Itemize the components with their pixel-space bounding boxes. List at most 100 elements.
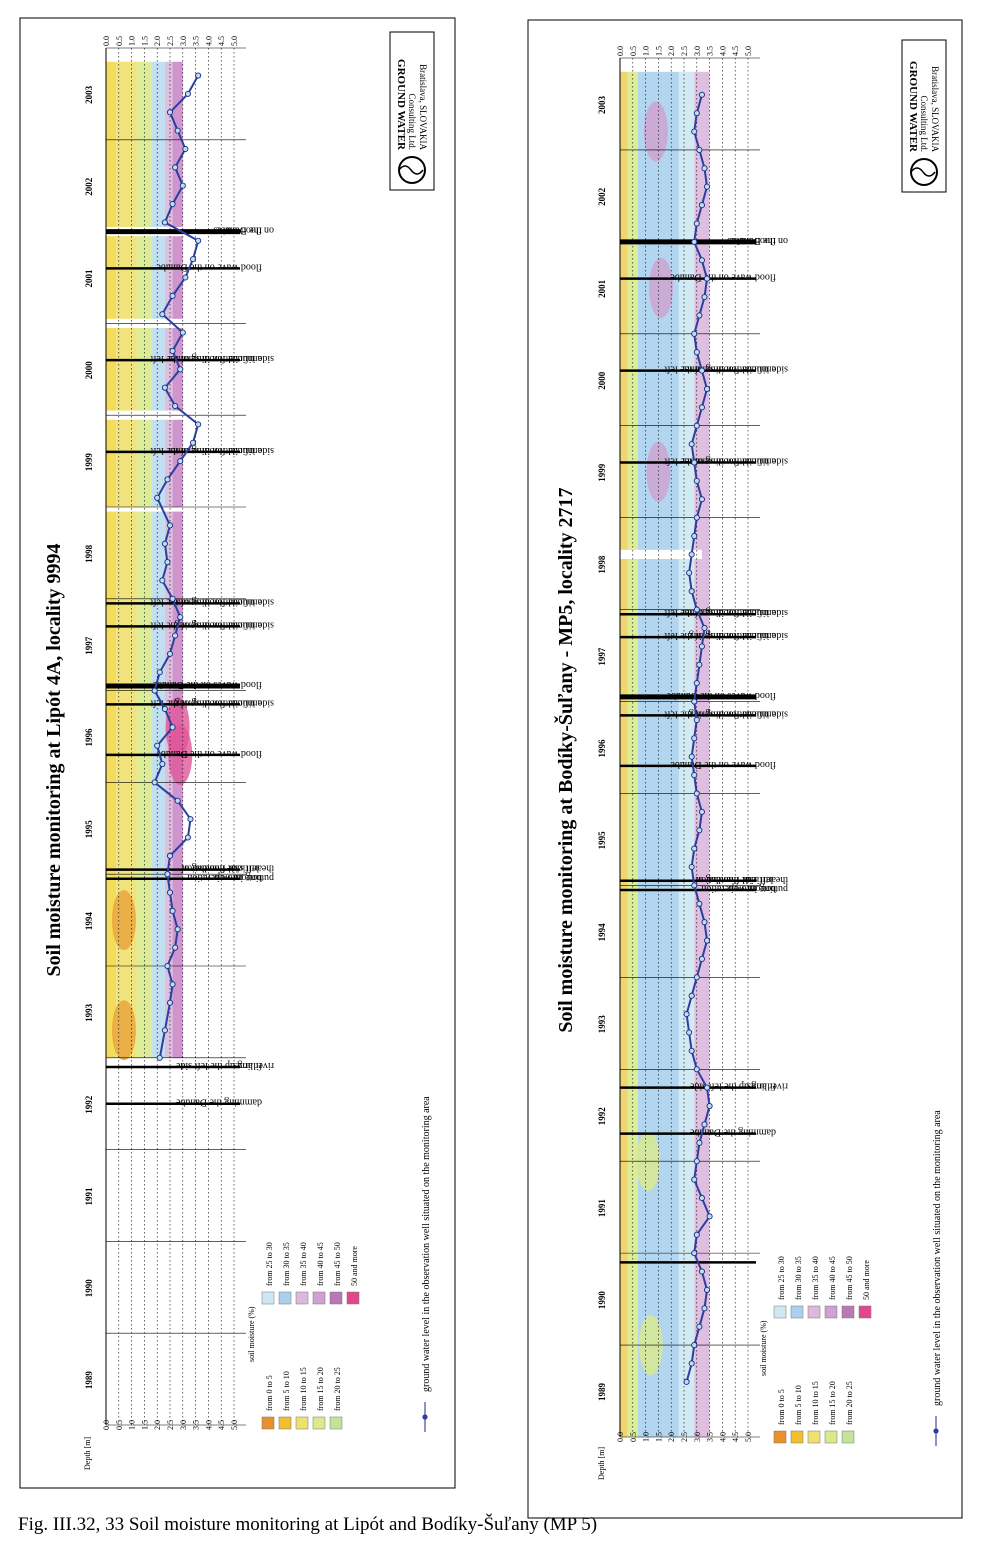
gw-data-point: [164, 476, 171, 483]
event-label: artificial flooding of the left: [150, 353, 262, 364]
gw-data-point: [688, 441, 695, 448]
depth-tick-top: 1.0: [128, 36, 137, 46]
gw-data-point: [159, 577, 166, 584]
gw-data-point: [688, 551, 695, 558]
event-label: flood wave on the Danube: [670, 759, 776, 770]
legend-swatch: [312, 1291, 326, 1305]
gw-data-point: [693, 422, 700, 429]
event-label: side inundation in summer: [681, 456, 788, 467]
depth-tick-top: 0.0: [102, 36, 111, 46]
event-label: side inundation in spring: [175, 697, 274, 708]
gw-data-point: [164, 559, 171, 566]
depth-tick-top: 0.5: [629, 46, 638, 56]
legend-swatch: [841, 1305, 855, 1319]
year-label: 2000: [597, 371, 607, 390]
depth-tick-top: 3.0: [179, 36, 188, 46]
gw-data-point: [693, 790, 700, 797]
moisture-hotspot-1: [111, 1000, 136, 1061]
legend-title: soil moisture (%): [759, 1320, 768, 1376]
depth-tick-top: 4.5: [731, 46, 740, 56]
depth-tick-top: 1.0: [642, 46, 651, 56]
legend-label: from 35 to 40: [811, 1256, 820, 1300]
gw-data-point: [688, 992, 695, 999]
chart-title: Soil moisture monitoring at Lipót 4A, lo…: [43, 544, 65, 977]
legend-swatch: [312, 1416, 326, 1430]
legend-label: 50 and more: [350, 1246, 359, 1286]
event-label: filling up the left side: [689, 1081, 776, 1092]
legend-label: from 0 to 5: [265, 1375, 274, 1411]
year-label: 1991: [597, 1199, 607, 1218]
legend-label: from 0 to 5: [777, 1389, 786, 1425]
legend-swatch: [261, 1416, 275, 1430]
logo-wave-icon: [398, 165, 424, 175]
legend-swatch: [329, 1291, 343, 1305]
gw-data-point: [174, 926, 181, 933]
event-label: artificial flooding of: [694, 874, 776, 885]
year-label: 1994: [84, 912, 94, 931]
gw-data-point: [703, 275, 711, 282]
gw-data-point: [693, 606, 700, 613]
gw-data-point: [169, 907, 176, 914]
event-label: artificial flooding of the left: [150, 697, 262, 708]
legend-swatch: [807, 1430, 821, 1444]
depth-tick-top: 4.0: [204, 36, 213, 46]
gw-data-point: [688, 1360, 695, 1367]
gw-data-point: [696, 146, 703, 153]
year-label: 1996: [84, 728, 94, 747]
event-label: flood waves: [727, 235, 776, 246]
depth-tick-top: 4.5: [217, 36, 226, 46]
moisture-hotspot-3: [646, 441, 671, 502]
logo-text: Bratislava, SLOVAKIA: [418, 64, 428, 150]
year-label: 1995: [84, 820, 94, 839]
gw-data-point: [169, 347, 176, 354]
gw-data-point: [691, 882, 698, 889]
legend-label: from 10 to 15: [811, 1381, 820, 1425]
gw-data-point: [691, 845, 698, 852]
gw-data-point: [701, 1121, 708, 1128]
logo-text: Bratislava, SLOVAKIA: [930, 66, 940, 152]
depth-tick-top: 5.0: [744, 46, 753, 56]
year-label: 2003: [597, 95, 607, 114]
legend-label: from 10 to 15: [299, 1367, 308, 1411]
event-label: side inundation in summer: [167, 353, 274, 364]
legend-label: from 30 to 35: [282, 1242, 291, 1286]
moisture-band-4: [152, 61, 165, 1058]
year-label: 1996: [597, 739, 607, 758]
moisture-hotspot-4: [648, 257, 673, 318]
gw-data-point: [688, 863, 695, 871]
gw-data-point: [691, 1176, 698, 1183]
gw-data-point: [703, 937, 711, 944]
event-label: on the Danube: [729, 235, 788, 246]
legend-swatch: [824, 1305, 838, 1319]
gw-data-point: [195, 421, 202, 428]
company-logo: GROUND WATER Consulting Ltd. Bratislava, S…: [389, 31, 435, 191]
gw-data-point: [691, 772, 698, 779]
gw-data-point: [703, 1084, 711, 1091]
legend-label: from 35 to 40: [299, 1242, 308, 1286]
event-label: flood wave on the Danube: [156, 261, 262, 272]
gw-data-point: [688, 588, 695, 595]
event-label: side inundation in spring: [175, 619, 274, 630]
gw-data-point: [701, 624, 708, 632]
gw-data-point: [691, 735, 698, 742]
event-label: side inundation in summer: [167, 596, 274, 607]
gw-data-point: [172, 402, 179, 410]
gw-data-point: [691, 128, 698, 135]
chart-title: Soil moisture monitoring at Bodíky-Šuľan…: [553, 487, 577, 1032]
gw-data-point: [166, 109, 174, 116]
depth-tick-top: 1.5: [654, 46, 663, 56]
year-label: 1993: [84, 1003, 94, 1022]
legend-label: from 45 to 50: [333, 1242, 342, 1286]
depth-tick-top: 0.0: [616, 46, 625, 56]
legend-swatch: [278, 1291, 292, 1305]
legend-swatch: [773, 1430, 787, 1444]
legend-label: from 15 to 20: [828, 1381, 837, 1425]
legend-label: 50 and more: [862, 1260, 871, 1300]
year-label: 1997: [597, 647, 607, 666]
legend-gw-label: ground water level in the observation we…: [932, 1110, 943, 1406]
gw-data-point: [683, 1011, 690, 1018]
gw-data-point: [169, 595, 176, 602]
gw-data-point: [693, 680, 700, 687]
gw-data-point: [691, 698, 698, 705]
